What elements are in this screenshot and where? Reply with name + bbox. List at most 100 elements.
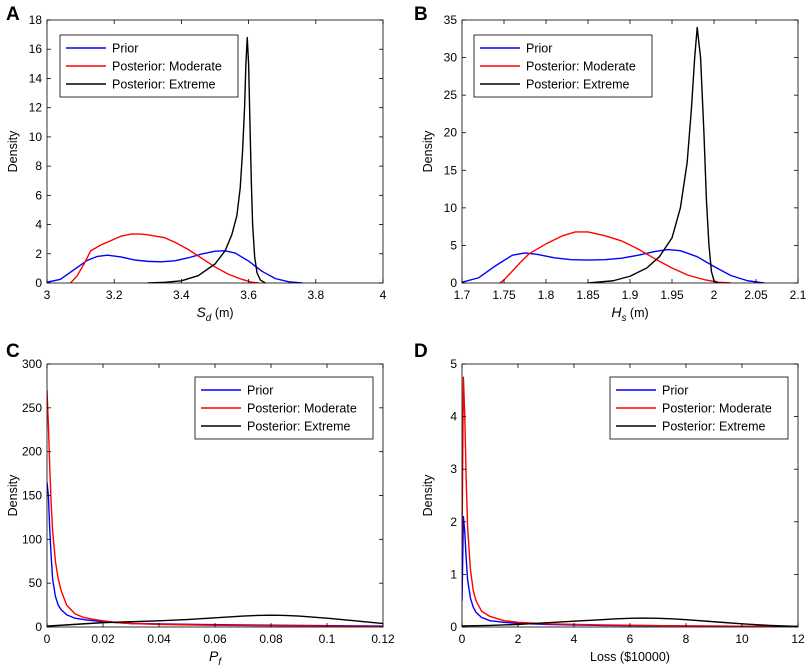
legend-label-d-2: Posterior: Extreme bbox=[662, 420, 766, 434]
axes-box-a bbox=[46, 19, 384, 284]
y-tick-label-b-7: 35 bbox=[444, 13, 458, 27]
x-tick-label-c-6: 0.12 bbox=[371, 632, 395, 646]
legend-label-a-0: Prior bbox=[112, 42, 138, 56]
legend-label-b-2: Posterior: Extreme bbox=[526, 78, 630, 92]
legend-label-a-2: Posterior: Extreme bbox=[112, 78, 216, 92]
x-tick-label-a-1: 3.2 bbox=[106, 288, 123, 302]
y-axis-label-c: Density bbox=[6, 474, 20, 516]
x-tick-label-d-6: 12 bbox=[791, 632, 805, 646]
x-axis-label-d: Loss ($10000) bbox=[590, 650, 670, 664]
y-tick-label-b-2: 10 bbox=[444, 201, 458, 215]
x-axis-symbol-a: S bbox=[196, 304, 206, 320]
legend-label-c-2: Posterior: Extreme bbox=[247, 420, 351, 434]
y-tick-label-d-0: 0 bbox=[450, 620, 457, 634]
y-tick-label-b-0: 0 bbox=[450, 276, 457, 290]
series-line-c-0 bbox=[47, 482, 383, 627]
y-tick-label-a-3: 6 bbox=[35, 188, 42, 202]
y-tick-label-a-8: 16 bbox=[29, 42, 43, 56]
legend-a: Prior Posterior: Moderate Posterior: Extre… bbox=[59, 34, 239, 98]
series-line-d-2 bbox=[462, 617, 798, 627]
x-axis-label-a: Sd (m) bbox=[196, 304, 233, 324]
y-tick-label-b-4: 20 bbox=[444, 126, 458, 140]
y-tick-label-c-1: 50 bbox=[29, 576, 43, 590]
legend-label-d-1: Posterior: Moderate bbox=[662, 402, 772, 416]
y-tick-label-d-5: 5 bbox=[450, 357, 457, 371]
y-axis-label-d: Density bbox=[421, 474, 435, 516]
y-tick-label-b-6: 30 bbox=[444, 51, 458, 65]
y-tick-label-c-2: 100 bbox=[22, 532, 42, 546]
legend-label-b-0: Prior bbox=[526, 42, 552, 56]
x-axis-subscript-a: d bbox=[206, 313, 212, 324]
x-tick-label-b-5: 1.95 bbox=[660, 288, 684, 302]
x-tick-label-a-0: 3 bbox=[44, 288, 51, 302]
x-tick-label-d-1: 2 bbox=[515, 632, 522, 646]
panel-letter-b: B bbox=[414, 4, 428, 25]
x-tick-label-c-3: 0.06 bbox=[203, 632, 227, 646]
y-tick-label-c-0: 0 bbox=[35, 620, 42, 634]
series-line-a-0 bbox=[47, 250, 303, 283]
panel-c: C 0 0.02 0.04 0.06 0.08 0.1 0.12 0 50 100 150 200 250… bbox=[6, 341, 395, 668]
legend-box-d bbox=[609, 376, 789, 440]
y-tick-label-d-1: 1 bbox=[450, 567, 457, 581]
y-tick-label-d-3: 3 bbox=[450, 462, 457, 476]
y-tick-label-a-6: 12 bbox=[29, 101, 43, 115]
y-tick-label-c-4: 200 bbox=[22, 445, 42, 459]
series-line-c-1 bbox=[47, 390, 383, 627]
series-line-a-2 bbox=[147, 36, 266, 283]
legend-label-a-1: Posterior: Moderate bbox=[112, 60, 222, 74]
x-tick-label-c-1: 0.02 bbox=[91, 632, 115, 646]
y-tick-label-a-5: 10 bbox=[29, 130, 43, 144]
y-tick-label-a-4: 8 bbox=[35, 159, 42, 173]
x-tick-label-c-5: 0.1 bbox=[319, 632, 336, 646]
x-tick-label-c-4: 0.08 bbox=[259, 632, 283, 646]
x-tick-label-b-1: 1.75 bbox=[492, 288, 516, 302]
x-tick-label-c-2: 0.04 bbox=[147, 632, 171, 646]
y-tick-label-a-9: 18 bbox=[29, 13, 43, 27]
y-axis-label-b: Density bbox=[421, 130, 435, 172]
x-tick-label-d-5: 10 bbox=[735, 632, 749, 646]
x-tick-label-c-0: 0 bbox=[44, 632, 51, 646]
x-axis-label-b: Hs (m) bbox=[611, 304, 648, 324]
series-line-d-0 bbox=[462, 515, 798, 627]
y-tick-label-d-2: 2 bbox=[450, 515, 457, 529]
y-tick-label-c-6: 300 bbox=[22, 357, 42, 371]
x-axis-subscript-c: f bbox=[218, 657, 222, 668]
x-tick-label-b-3: 1.85 bbox=[576, 288, 600, 302]
y-tick-label-b-5: 25 bbox=[444, 88, 458, 102]
y-tick-label-b-1: 5 bbox=[450, 238, 457, 252]
series-line-c-2 bbox=[47, 614, 383, 627]
legend-label-d-0: Prior bbox=[662, 384, 688, 398]
x-tick-label-b-6: 2 bbox=[711, 288, 718, 302]
x-tick-label-a-5: 4 bbox=[380, 288, 387, 302]
series-line-a-1 bbox=[70, 233, 259, 283]
series-line-b-0 bbox=[462, 248, 765, 283]
x-tick-label-b-2: 1.8 bbox=[538, 288, 555, 302]
legend-label-c-1: Posterior: Moderate bbox=[247, 402, 357, 416]
x-tick-label-a-2: 3.4 bbox=[173, 288, 190, 302]
y-axis-label-a: Density bbox=[6, 130, 20, 172]
x-tick-label-d-0: 0 bbox=[459, 632, 466, 646]
panel-letter-c: C bbox=[6, 341, 20, 362]
legend-c: Prior Posterior: Moderate Posterior: Extre… bbox=[194, 376, 374, 440]
series-line-b-2 bbox=[587, 26, 719, 283]
x-axis-symbol-b: H bbox=[611, 304, 622, 320]
legend-b: Prior Posterior: Moderate Posterior: Extre… bbox=[473, 34, 653, 98]
y-tick-label-d-4: 4 bbox=[450, 410, 457, 424]
x-axis-label-c: Pf bbox=[209, 648, 222, 668]
x-tick-label-b-4: 1.9 bbox=[622, 288, 639, 302]
x-tick-label-d-4: 8 bbox=[683, 632, 690, 646]
x-axis-unit-a: (m) bbox=[211, 306, 233, 320]
x-tick-label-a-3: 3.6 bbox=[240, 288, 257, 302]
legend-label-c-0: Prior bbox=[247, 384, 273, 398]
panel-letter-d: D bbox=[414, 341, 428, 362]
y-tick-label-a-1: 2 bbox=[35, 247, 42, 261]
x-axis-subscript-b: s bbox=[621, 313, 626, 324]
x-tick-label-d-3: 6 bbox=[627, 632, 634, 646]
x-tick-label-b-8: 2.1 bbox=[790, 288, 807, 302]
x-tick-label-a-4: 3.8 bbox=[307, 288, 324, 302]
y-tick-label-c-5: 250 bbox=[22, 401, 42, 415]
y-tick-label-a-0: 0 bbox=[35, 276, 42, 290]
series-line-b-1 bbox=[499, 231, 731, 283]
y-tick-label-b-3: 15 bbox=[444, 163, 458, 177]
